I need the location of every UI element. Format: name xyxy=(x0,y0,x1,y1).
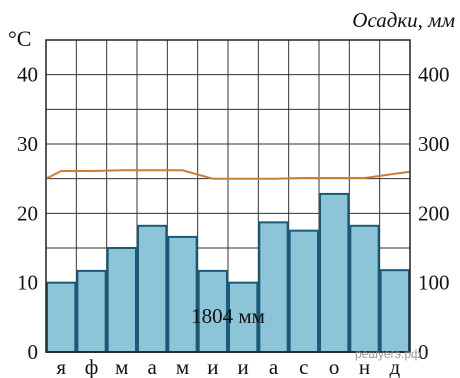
month-label: м xyxy=(115,355,128,378)
left-tick-label: 0 xyxy=(28,340,39,364)
precipitation-bar xyxy=(76,269,107,354)
right-axis-label: Осадки, мм xyxy=(352,8,455,32)
month-label: ф xyxy=(85,355,99,378)
precipitation-bar xyxy=(258,221,289,353)
month-label: и xyxy=(207,355,218,378)
month-label: о xyxy=(329,355,340,378)
precipitation-bar xyxy=(288,229,319,354)
precipitation-bar xyxy=(106,247,137,353)
temperature-line xyxy=(45,169,411,180)
precipitation-bar xyxy=(379,269,410,354)
month-label: а xyxy=(148,355,158,378)
left-tick-label: 20 xyxy=(17,201,38,225)
right-tick-label: 100 xyxy=(418,271,450,295)
right-tick-label: 0 xyxy=(418,340,429,364)
precipitation-bars xyxy=(46,192,410,354)
right-tick-label: 300 xyxy=(418,132,450,156)
watermark: решуегэ.рф xyxy=(355,347,421,361)
month-label: д xyxy=(389,355,400,378)
right-axis-ticks: 0 100 200 300 400 xyxy=(418,63,450,364)
total-precipitation-annotation: 1804 мм xyxy=(191,304,265,328)
month-label: с xyxy=(299,355,308,378)
left-tick-label: 30 xyxy=(17,132,38,156)
month-label: я xyxy=(56,355,66,378)
precipitation-bar xyxy=(319,192,350,353)
left-axis-ticks: 0 10 20 30 40 xyxy=(17,63,38,364)
left-axis-label: °C xyxy=(8,26,31,51)
month-label: м xyxy=(176,355,189,378)
month-label: н xyxy=(359,355,370,378)
precipitation-bar xyxy=(349,224,380,354)
left-tick-label: 40 xyxy=(17,63,38,87)
month-label: и xyxy=(238,355,249,378)
plot-frame xyxy=(45,39,411,353)
right-tick-label: 400 xyxy=(418,63,450,87)
month-label: а xyxy=(269,355,279,378)
precipitation-bar xyxy=(167,235,198,353)
left-tick-label: 10 xyxy=(17,271,38,295)
precipitation-bar xyxy=(228,281,259,353)
right-tick-label: 200 xyxy=(418,201,450,225)
precipitation-bar xyxy=(137,224,168,354)
precipitation-bar xyxy=(46,281,77,353)
